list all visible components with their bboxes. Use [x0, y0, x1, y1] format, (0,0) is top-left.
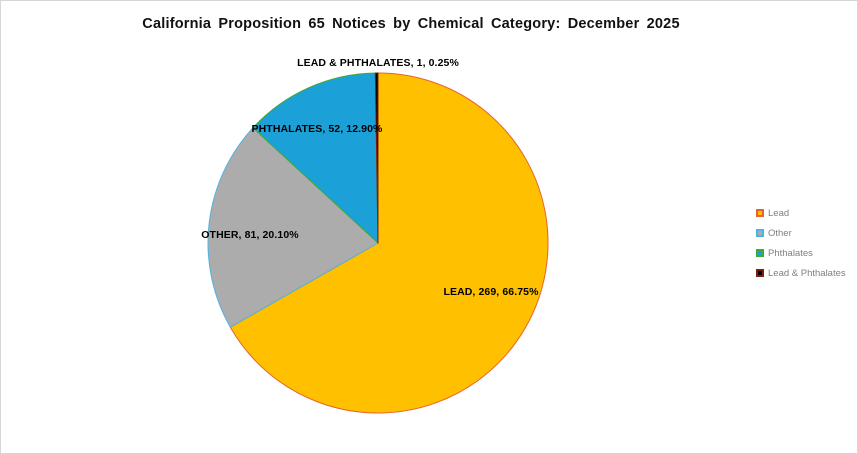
- legend-label-lead: Lead: [768, 207, 790, 219]
- data-label-lead-phthalates: LEAD & PHTHALATES, 1, 0.25%: [297, 57, 459, 69]
- data-label-lead: LEAD, 269, 66.75%: [443, 286, 539, 298]
- pie-slice-other: [207, 127, 379, 328]
- data-label-other: OTHER, 81, 20.10%: [201, 229, 299, 241]
- pie-slice-phthalates: [252, 72, 379, 244]
- legend-item-lead: Lead: [756, 203, 846, 223]
- chart-title: California Proposition 65 Notices by Che…: [142, 16, 680, 32]
- data-label-phthalates: PHTHALATES, 52, 12.90%: [251, 123, 383, 135]
- chart-legend: Lead Other Phthalates Lead & Phthalates: [756, 203, 846, 283]
- pie-slice-lead-phthalates: [374, 72, 379, 244]
- legend-item-other: Other: [756, 223, 846, 243]
- legend-label-phthalates: Phthalates: [768, 247, 813, 259]
- legend-item-lead-phthalates: Lead & Phthalates: [756, 263, 846, 283]
- legend-swatch-other: [756, 229, 764, 237]
- legend-swatch-lead-phthalates: [756, 269, 764, 277]
- legend-item-phthalates: Phthalates: [756, 243, 846, 263]
- legend-label-lead-phthalates: Lead & Phthalates: [768, 267, 846, 279]
- pie-slice-lead: [229, 72, 549, 414]
- legend-label-other: Other: [768, 227, 792, 239]
- legend-swatch-lead: [756, 209, 764, 217]
- legend-swatch-phthalates: [756, 249, 764, 257]
